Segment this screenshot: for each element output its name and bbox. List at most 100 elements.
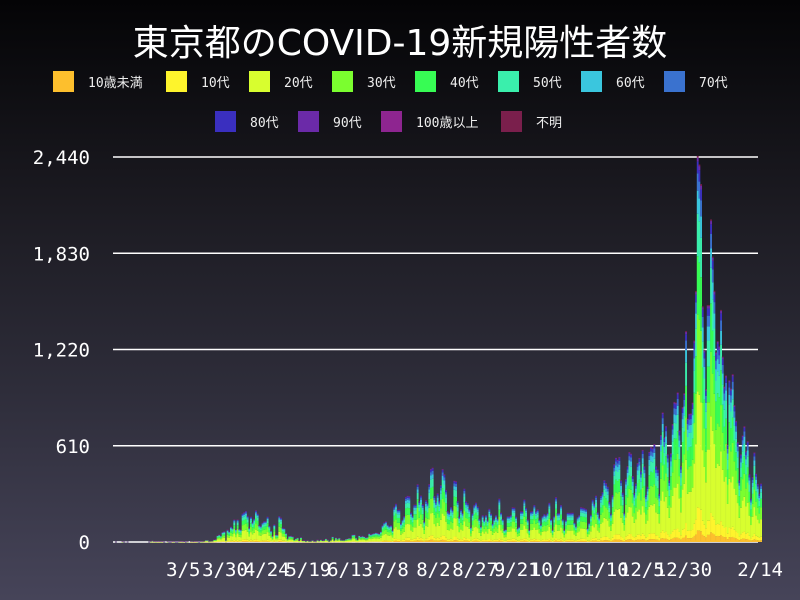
bar-segment bbox=[445, 497, 447, 504]
bar-segment bbox=[736, 539, 739, 542]
bar-segment bbox=[756, 489, 759, 493]
bar-segment bbox=[471, 514, 474, 516]
bar-segment bbox=[456, 504, 459, 508]
bar-segment bbox=[705, 402, 707, 412]
bar-segment bbox=[408, 496, 411, 499]
bar-day bbox=[486, 519, 489, 542]
bar-segment bbox=[245, 518, 247, 524]
bar-segment bbox=[590, 518, 592, 522]
bar-day bbox=[288, 536, 291, 543]
bar-segment bbox=[460, 509, 462, 511]
bar-segment bbox=[273, 524, 276, 526]
bar-segment bbox=[535, 519, 537, 524]
bar-segment bbox=[720, 320, 722, 331]
bar-segment bbox=[220, 537, 222, 539]
bar-segment bbox=[615, 461, 617, 466]
bar-day bbox=[420, 495, 422, 542]
bar-day bbox=[281, 527, 284, 542]
bar-day bbox=[468, 508, 471, 542]
bar-segment bbox=[696, 507, 699, 531]
bar-segment bbox=[433, 496, 436, 498]
bar-day bbox=[536, 509, 539, 542]
bar-segment bbox=[738, 485, 741, 490]
bar-segment bbox=[686, 469, 689, 494]
bar-day bbox=[263, 521, 266, 542]
bar-segment bbox=[541, 539, 544, 542]
bar-segment bbox=[380, 532, 382, 534]
bar-segment bbox=[728, 446, 731, 479]
bar-segment bbox=[575, 528, 577, 531]
bar-day bbox=[603, 479, 606, 542]
bar-day bbox=[260, 525, 262, 542]
bar-segment bbox=[650, 461, 652, 472]
bar-segment bbox=[703, 428, 706, 467]
legend-swatch bbox=[298, 110, 319, 132]
bar-segment bbox=[678, 531, 681, 539]
bar-segment bbox=[506, 522, 509, 527]
bar-segment bbox=[730, 537, 732, 542]
bar-segment bbox=[678, 476, 681, 499]
bar-segment bbox=[451, 512, 454, 515]
bar-segment bbox=[748, 484, 751, 492]
bar-segment bbox=[743, 426, 746, 428]
bar-segment bbox=[551, 530, 554, 531]
bar-segment bbox=[511, 538, 514, 541]
bar-day bbox=[628, 452, 631, 542]
bar-day bbox=[355, 537, 357, 543]
bar-segment bbox=[381, 541, 384, 542]
bar-segment bbox=[565, 529, 567, 534]
bar-segment bbox=[645, 537, 647, 541]
bar-segment bbox=[468, 509, 471, 511]
bar-segment bbox=[256, 516, 259, 518]
bar-segment bbox=[710, 512, 712, 533]
bar-day bbox=[385, 521, 387, 542]
bar-segment bbox=[610, 541, 612, 542]
bar-segment bbox=[543, 515, 546, 517]
bar-segment bbox=[348, 540, 351, 542]
bar-segment bbox=[601, 512, 604, 523]
bar-day bbox=[736, 442, 739, 542]
bar-segment bbox=[716, 423, 719, 464]
bar-segment bbox=[541, 517, 544, 519]
bar-day bbox=[625, 478, 627, 542]
bar-segment bbox=[483, 521, 486, 524]
bar-segment bbox=[501, 533, 504, 540]
bar-segment bbox=[603, 480, 606, 483]
bar-segment bbox=[710, 303, 712, 352]
bar-segment bbox=[691, 459, 694, 488]
bar-segment bbox=[408, 503, 411, 509]
bar-day bbox=[605, 482, 607, 542]
bar-segment bbox=[731, 442, 734, 477]
bar-segment bbox=[465, 511, 467, 518]
bar-day bbox=[606, 486, 609, 542]
bar-segment bbox=[736, 446, 739, 452]
bar-segment bbox=[568, 520, 571, 525]
bar-day bbox=[646, 486, 649, 542]
bar-segment bbox=[266, 527, 269, 533]
bar-day bbox=[493, 518, 496, 542]
bar-segment bbox=[516, 529, 519, 531]
bar-segment bbox=[493, 539, 496, 542]
bar-segment bbox=[441, 472, 444, 476]
bar-segment bbox=[508, 522, 511, 527]
bar-segment bbox=[636, 511, 639, 535]
bar-segment bbox=[278, 516, 281, 518]
bar-segment bbox=[221, 533, 224, 535]
bar-segment bbox=[486, 528, 489, 534]
bar-segment bbox=[280, 541, 282, 542]
bar-segment bbox=[508, 517, 511, 519]
bar-segment bbox=[255, 539, 257, 542]
bar-segment bbox=[433, 540, 436, 542]
bar-segment bbox=[536, 541, 539, 542]
bar-day bbox=[705, 388, 707, 542]
bar-segment bbox=[353, 539, 356, 542]
bar-segment bbox=[446, 539, 449, 542]
bar-segment bbox=[671, 425, 674, 430]
bar-segment bbox=[638, 461, 641, 466]
bar-day bbox=[621, 492, 624, 542]
bar-segment bbox=[403, 526, 406, 532]
bar-segment bbox=[480, 526, 482, 528]
bar-day bbox=[350, 538, 352, 543]
bar-day bbox=[331, 536, 334, 543]
bar-segment bbox=[666, 458, 669, 463]
